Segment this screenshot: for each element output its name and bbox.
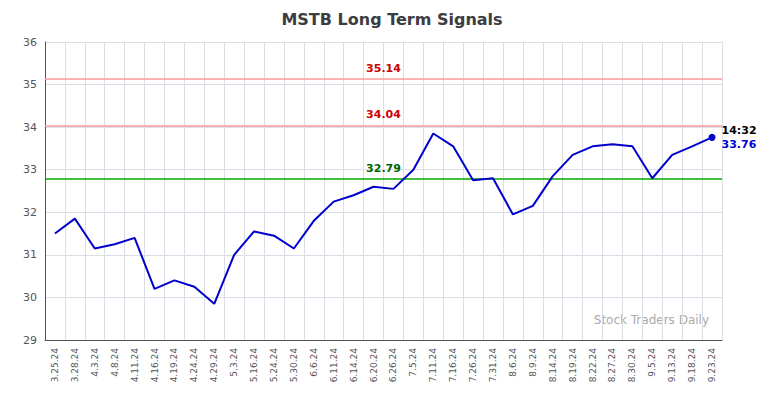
svg-text:3.28.24: 3.28.24 bbox=[70, 348, 80, 383]
svg-text:4.8.24: 4.8.24 bbox=[110, 348, 120, 377]
svg-text:4.24.24: 4.24.24 bbox=[189, 348, 199, 383]
svg-text:7.31.24: 7.31.24 bbox=[488, 348, 498, 383]
svg-text:8.14.24: 8.14.24 bbox=[548, 348, 558, 383]
svg-text:8.27.24: 8.27.24 bbox=[607, 348, 617, 383]
svg-text:30: 30 bbox=[23, 291, 37, 304]
svg-text:32.79: 32.79 bbox=[366, 162, 401, 175]
svg-text:7.11.24: 7.11.24 bbox=[428, 348, 438, 383]
svg-text:5.30.24: 5.30.24 bbox=[289, 348, 299, 383]
svg-text:6.11.24: 6.11.24 bbox=[329, 348, 339, 383]
svg-text:31: 31 bbox=[23, 248, 37, 261]
svg-text:5.3.24: 5.3.24 bbox=[229, 348, 239, 377]
svg-text:7.16.24: 7.16.24 bbox=[448, 348, 458, 383]
svg-text:Stock Traders Daily: Stock Traders Daily bbox=[594, 313, 709, 327]
svg-text:8.9.24: 8.9.24 bbox=[528, 348, 538, 377]
svg-text:8.30.24: 8.30.24 bbox=[627, 348, 637, 383]
svg-text:34: 34 bbox=[23, 121, 37, 134]
svg-text:8.22.24: 8.22.24 bbox=[588, 348, 598, 383]
svg-text:6.20.24: 6.20.24 bbox=[369, 348, 379, 383]
svg-text:7.5.24: 7.5.24 bbox=[408, 348, 418, 377]
svg-text:9.5.24: 9.5.24 bbox=[647, 348, 657, 377]
svg-text:29: 29 bbox=[23, 334, 37, 347]
svg-text:4.3.24: 4.3.24 bbox=[90, 348, 100, 377]
svg-text:33.76: 33.76 bbox=[722, 138, 757, 151]
svg-text:36: 36 bbox=[23, 36, 37, 49]
svg-text:9.18.24: 9.18.24 bbox=[687, 348, 697, 383]
svg-text:8.19.24: 8.19.24 bbox=[568, 348, 578, 383]
svg-text:7.26.24: 7.26.24 bbox=[468, 348, 478, 383]
svg-text:33: 33 bbox=[23, 163, 37, 176]
svg-text:4.16.24: 4.16.24 bbox=[150, 348, 160, 383]
svg-text:5.16.24: 5.16.24 bbox=[249, 348, 259, 383]
svg-text:6.26.24: 6.26.24 bbox=[388, 348, 398, 383]
svg-text:4.11.24: 4.11.24 bbox=[130, 348, 140, 383]
svg-text:4.19.24: 4.19.24 bbox=[169, 348, 179, 383]
svg-text:3.25.24: 3.25.24 bbox=[50, 348, 60, 383]
svg-text:32: 32 bbox=[23, 206, 37, 219]
svg-text:14:32: 14:32 bbox=[722, 124, 757, 137]
svg-text:35.14: 35.14 bbox=[366, 62, 401, 75]
svg-text:4.29.24: 4.29.24 bbox=[209, 348, 219, 383]
svg-text:35: 35 bbox=[23, 78, 37, 91]
svg-text:6.6.24: 6.6.24 bbox=[309, 348, 319, 377]
svg-text:8.6.24: 8.6.24 bbox=[508, 348, 518, 377]
svg-text:34.04: 34.04 bbox=[366, 108, 401, 121]
svg-text:9.23.24: 9.23.24 bbox=[707, 348, 717, 383]
svg-text:6.14.24: 6.14.24 bbox=[349, 348, 359, 383]
svg-text:MSTB Long Term Signals: MSTB Long Term Signals bbox=[281, 10, 502, 29]
svg-text:5.24.24: 5.24.24 bbox=[269, 348, 279, 383]
svg-text:9.13.24: 9.13.24 bbox=[667, 348, 677, 383]
